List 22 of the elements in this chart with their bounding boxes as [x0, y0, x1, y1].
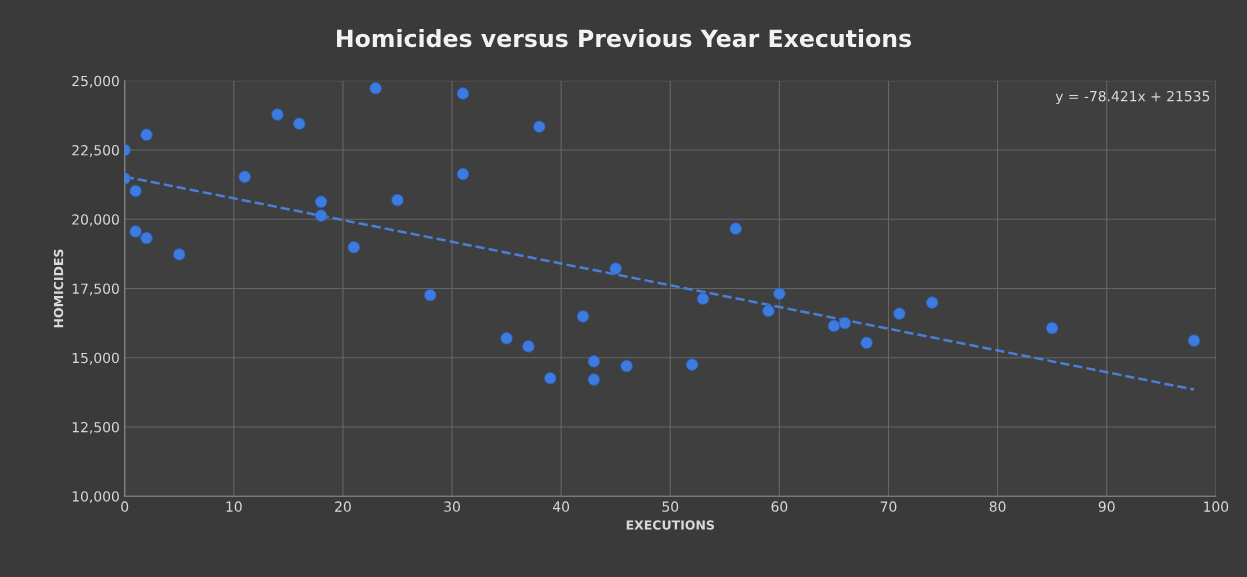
y-tick-label: 17,500 [72, 283, 119, 296]
x-tick-label: 40 [552, 501, 570, 512]
x-tick-label: 30 [444, 501, 460, 512]
x-tick-label: 0 [121, 501, 129, 512]
y-tick-label: 25,000 [72, 75, 119, 88]
x-tick-label: 10 [226, 501, 242, 512]
x-tick-label: 70 [880, 501, 897, 512]
y-tick-label: 10,000 [72, 491, 119, 504]
annotation: y = -78.421x + 21535 [1055, 90, 1210, 105]
x-tick-label: 80 [989, 501, 1006, 512]
y-tick-label: 12,500 [72, 421, 119, 434]
x-tick-label: 100 [1204, 501, 1229, 512]
y-tick-label: 22,500 [72, 144, 119, 157]
x-tick-label: 90 [1098, 501, 1115, 512]
x-tick-label: 60 [771, 501, 788, 512]
chart-title: Homicides versus Previous Year Executions [337, 28, 912, 48]
y-axis-title: HOMICIDES [53, 249, 64, 328]
y-tick-label: 20,000 [72, 214, 119, 227]
x-tick-label: 20 [335, 501, 351, 512]
x-axis-title: EXECUTIONS [626, 520, 714, 530]
x-tick-label: 50 [662, 501, 679, 512]
y-tick-label: 15,000 [72, 352, 119, 365]
